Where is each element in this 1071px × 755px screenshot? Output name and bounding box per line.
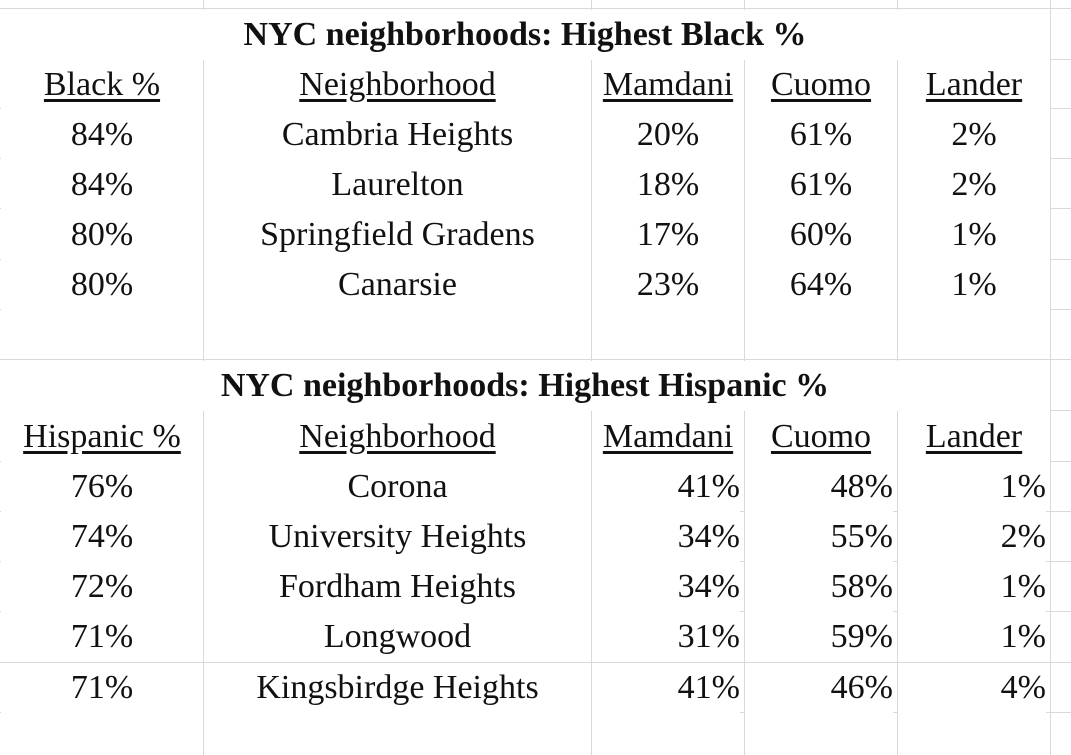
cell-neighborhood[interactable]: Springfield Gradens xyxy=(204,210,591,260)
table-row: 84% Cambria Heights 20% 61% 2% xyxy=(0,110,1071,160)
black-table-header-row: Black % Neighborhood Mamdani Cuomo Lande… xyxy=(0,60,1071,110)
cell-mamdani[interactable]: 18% xyxy=(592,160,744,210)
cell-hispanic-pct[interactable]: 76% xyxy=(1,462,203,512)
row-divider xyxy=(0,662,1071,663)
table-row: 84% Laurelton 18% 61% 2% xyxy=(0,160,1071,210)
cell-lander[interactable]: 2% xyxy=(898,160,1050,210)
table-row: 80% Springfield Gradens 17% 60% 1% xyxy=(0,210,1071,260)
cell-cuomo[interactable]: 55% xyxy=(745,512,893,562)
cell-black-pct[interactable]: 80% xyxy=(1,260,203,310)
cell-mamdani[interactable]: 34% xyxy=(592,562,740,612)
cell-neighborhood[interactable]: Fordham Heights xyxy=(204,562,591,612)
hispanic-table-title[interactable]: NYC neighborhoods: Highest Hispanic % xyxy=(0,361,1050,411)
cell-lander[interactable]: 1% xyxy=(898,562,1046,612)
table-row: 72% Fordham Heights 34% 58% 1% xyxy=(0,562,1071,612)
header-mamdani[interactable]: Mamdani xyxy=(592,412,744,462)
cell-cuomo[interactable]: 48% xyxy=(745,462,893,512)
cell-lander[interactable]: 1% xyxy=(898,260,1050,310)
header-neighborhood[interactable]: Neighborhood xyxy=(204,60,591,110)
cell-hispanic-pct[interactable]: 74% xyxy=(1,512,203,562)
cell-lander[interactable]: 1% xyxy=(898,612,1046,662)
cell-black-pct[interactable]: 84% xyxy=(1,160,203,210)
cell-black-pct[interactable]: 84% xyxy=(1,110,203,160)
header-lander[interactable]: Lander xyxy=(898,60,1050,110)
black-table-title[interactable]: NYC neighborhoods: Highest Black % xyxy=(0,10,1050,60)
header-black-pct[interactable]: Black % xyxy=(1,60,203,110)
cell-lander[interactable]: 1% xyxy=(898,462,1046,512)
hispanic-table-header-row: Hispanic % Neighborhood Mamdani Cuomo La… xyxy=(0,412,1071,462)
table-row: 74% University Heights 34% 55% 2% xyxy=(0,512,1071,562)
header-lander[interactable]: Lander xyxy=(898,412,1050,462)
cell-mamdani[interactable]: 20% xyxy=(592,110,744,160)
table-row: 71% Kingsbirdge Heights 41% 46% 4% xyxy=(0,663,1071,713)
cell-lander[interactable]: 2% xyxy=(898,110,1050,160)
header-mamdani[interactable]: Mamdani xyxy=(592,60,744,110)
cell-neighborhood[interactable]: Corona xyxy=(204,462,591,512)
cell-cuomo[interactable]: 59% xyxy=(745,612,893,662)
cell-cuomo[interactable]: 61% xyxy=(745,110,897,160)
cell-hispanic-pct[interactable]: 71% xyxy=(1,663,203,713)
cell-cuomo[interactable]: 64% xyxy=(745,260,897,310)
cell-neighborhood[interactable]: Longwood xyxy=(204,612,591,662)
header-cuomo[interactable]: Cuomo xyxy=(745,412,897,462)
cell-lander[interactable]: 2% xyxy=(898,512,1046,562)
header-cuomo[interactable]: Cuomo xyxy=(745,60,897,110)
header-neighborhood[interactable]: Neighborhood xyxy=(204,412,591,462)
cell-mamdani[interactable]: 34% xyxy=(592,512,740,562)
cell-lander[interactable]: 1% xyxy=(898,210,1050,260)
cell-cuomo[interactable]: 61% xyxy=(745,160,897,210)
cell-hispanic-pct[interactable]: 71% xyxy=(1,612,203,662)
cell-neighborhood[interactable]: University Heights xyxy=(204,512,591,562)
header-hispanic-pct[interactable]: Hispanic % xyxy=(1,412,203,462)
cell-neighborhood[interactable]: Kingsbirdge Heights xyxy=(204,663,591,713)
cell-mamdani[interactable]: 23% xyxy=(592,260,744,310)
table-row: 80% Canarsie 23% 64% 1% xyxy=(0,260,1071,310)
table-row: 71% Longwood 31% 59% 1% xyxy=(0,612,1071,662)
cell-mamdani[interactable]: 41% xyxy=(592,462,740,512)
cell-neighborhood[interactable]: Laurelton xyxy=(204,160,591,210)
cell-mamdani[interactable]: 17% xyxy=(592,210,744,260)
cell-neighborhood[interactable]: Cambria Heights xyxy=(204,110,591,160)
cell-black-pct[interactable]: 80% xyxy=(1,210,203,260)
cell-neighborhood[interactable]: Canarsie xyxy=(204,260,591,310)
cell-mamdani[interactable]: 41% xyxy=(592,663,740,713)
cell-cuomo[interactable]: 58% xyxy=(745,562,893,612)
cell-hispanic-pct[interactable]: 72% xyxy=(1,562,203,612)
cell-cuomo[interactable]: 60% xyxy=(745,210,897,260)
row-divider xyxy=(0,359,1071,360)
column-divider xyxy=(1050,0,1051,755)
table-row: 76% Corona 41% 48% 1% xyxy=(0,462,1071,512)
cell-cuomo[interactable]: 46% xyxy=(745,663,893,713)
row-divider xyxy=(0,8,1071,9)
cell-mamdani[interactable]: 31% xyxy=(592,612,740,662)
cell-lander[interactable]: 4% xyxy=(898,663,1046,713)
